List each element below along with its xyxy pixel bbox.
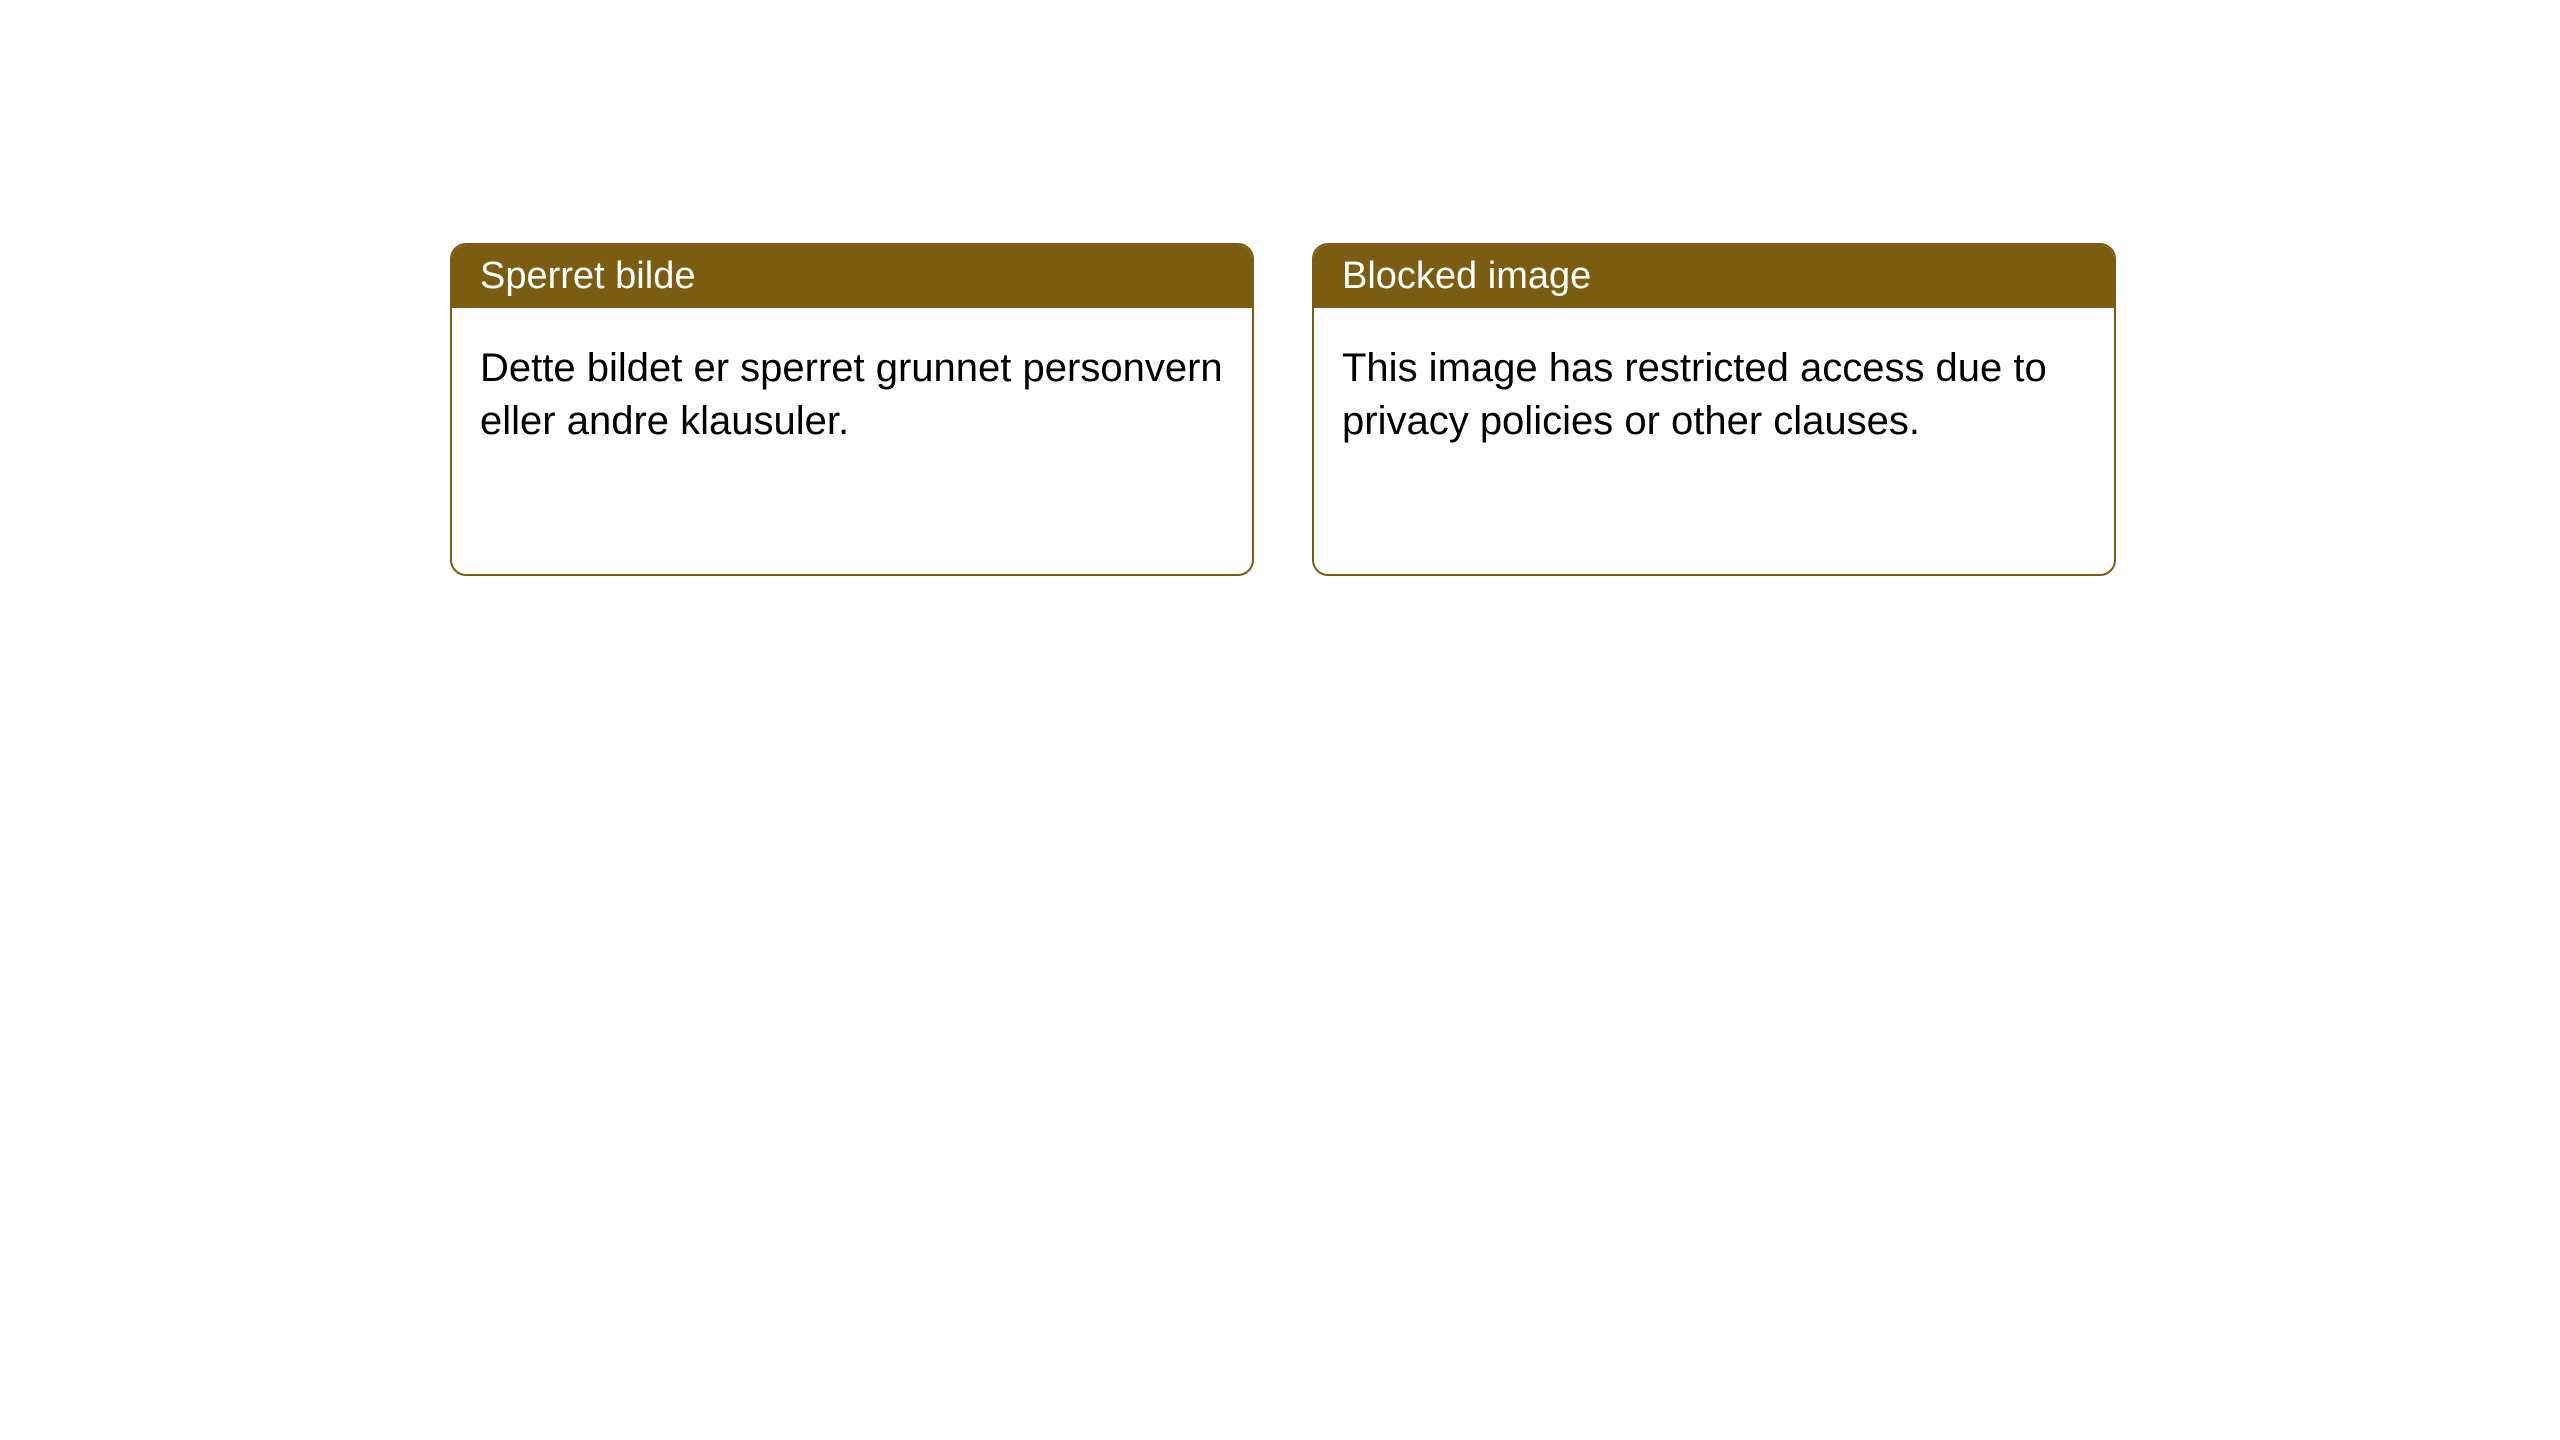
notice-container: Sperret bilde Dette bildet er sperret gr… (450, 243, 2116, 576)
card-body-norwegian: Dette bildet er sperret grunnet personve… (452, 308, 1252, 482)
notice-card-norwegian: Sperret bilde Dette bildet er sperret gr… (450, 243, 1254, 576)
card-header-norwegian: Sperret bilde (452, 245, 1252, 308)
card-body-english: This image has restricted access due to … (1314, 308, 2114, 482)
card-header-english: Blocked image (1314, 245, 2114, 308)
notice-card-english: Blocked image This image has restricted … (1312, 243, 2116, 576)
